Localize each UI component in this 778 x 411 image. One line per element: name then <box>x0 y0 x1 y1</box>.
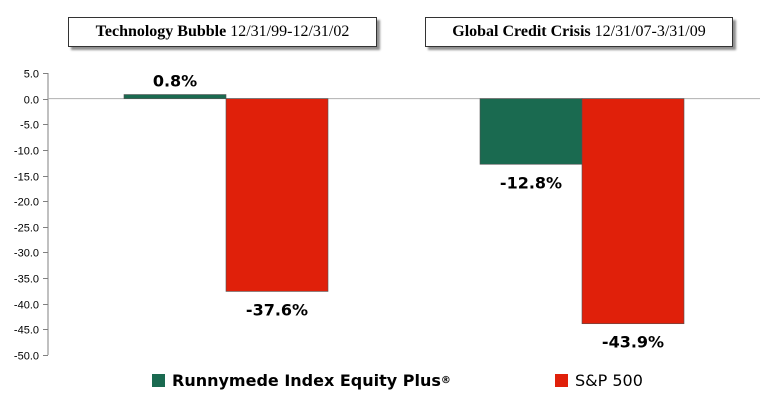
period-label-global-credit-crisis: Global Credit Crisis 12/31/07-3/31/09 <box>425 17 733 47</box>
y-tick-label: -25.0 <box>14 223 39 235</box>
y-tick-label: -10.0 <box>14 146 39 158</box>
period-name: Global Credit Crisis <box>452 23 591 40</box>
period-label-technology-bubble: Technology Bubble 12/31/99-12/31/02 <box>68 17 377 47</box>
registered-mark: ® <box>440 375 451 386</box>
data-label: 0.8% <box>153 72 197 91</box>
y-tick-label: -35.0 <box>14 274 39 286</box>
data-label: -12.8% <box>500 173 562 192</box>
y-tick-label: -50.0 <box>14 351 39 363</box>
period-dates: 12/31/07-3/31/09 <box>594 23 706 40</box>
data-label: -37.6% <box>246 300 308 319</box>
bar <box>123 94 227 99</box>
legend-item-runnymede: Runnymede Index Equity Plus ® <box>152 371 451 390</box>
bar <box>479 98 583 165</box>
period-name: Technology Bubble <box>95 23 227 40</box>
y-tick-label: -5.0 <box>20 120 39 132</box>
legend-swatch-sp500 <box>555 374 568 387</box>
y-tick-label: -40.0 <box>14 300 39 312</box>
legend-swatch-runnymede <box>152 374 165 387</box>
data-label: -43.9% <box>602 333 664 352</box>
y-tick-label: 0.0 <box>24 95 39 107</box>
legend-label-sp500: S&P 500 <box>575 371 643 390</box>
period-dates: 12/31/99-12/31/02 <box>230 23 350 40</box>
y-tick-label: -15.0 <box>14 172 39 184</box>
y-tick-label: -20.0 <box>14 197 39 209</box>
y-tick-label: 5.0 <box>24 69 39 81</box>
legend-label-runnymede: Runnymede Index Equity Plus <box>172 371 441 390</box>
bar <box>581 98 685 325</box>
legend-item-sp500: S&P 500 <box>555 371 643 390</box>
y-tick-label: -30.0 <box>14 248 39 260</box>
bar <box>225 98 329 292</box>
y-tick-label: -45.0 <box>14 325 39 337</box>
